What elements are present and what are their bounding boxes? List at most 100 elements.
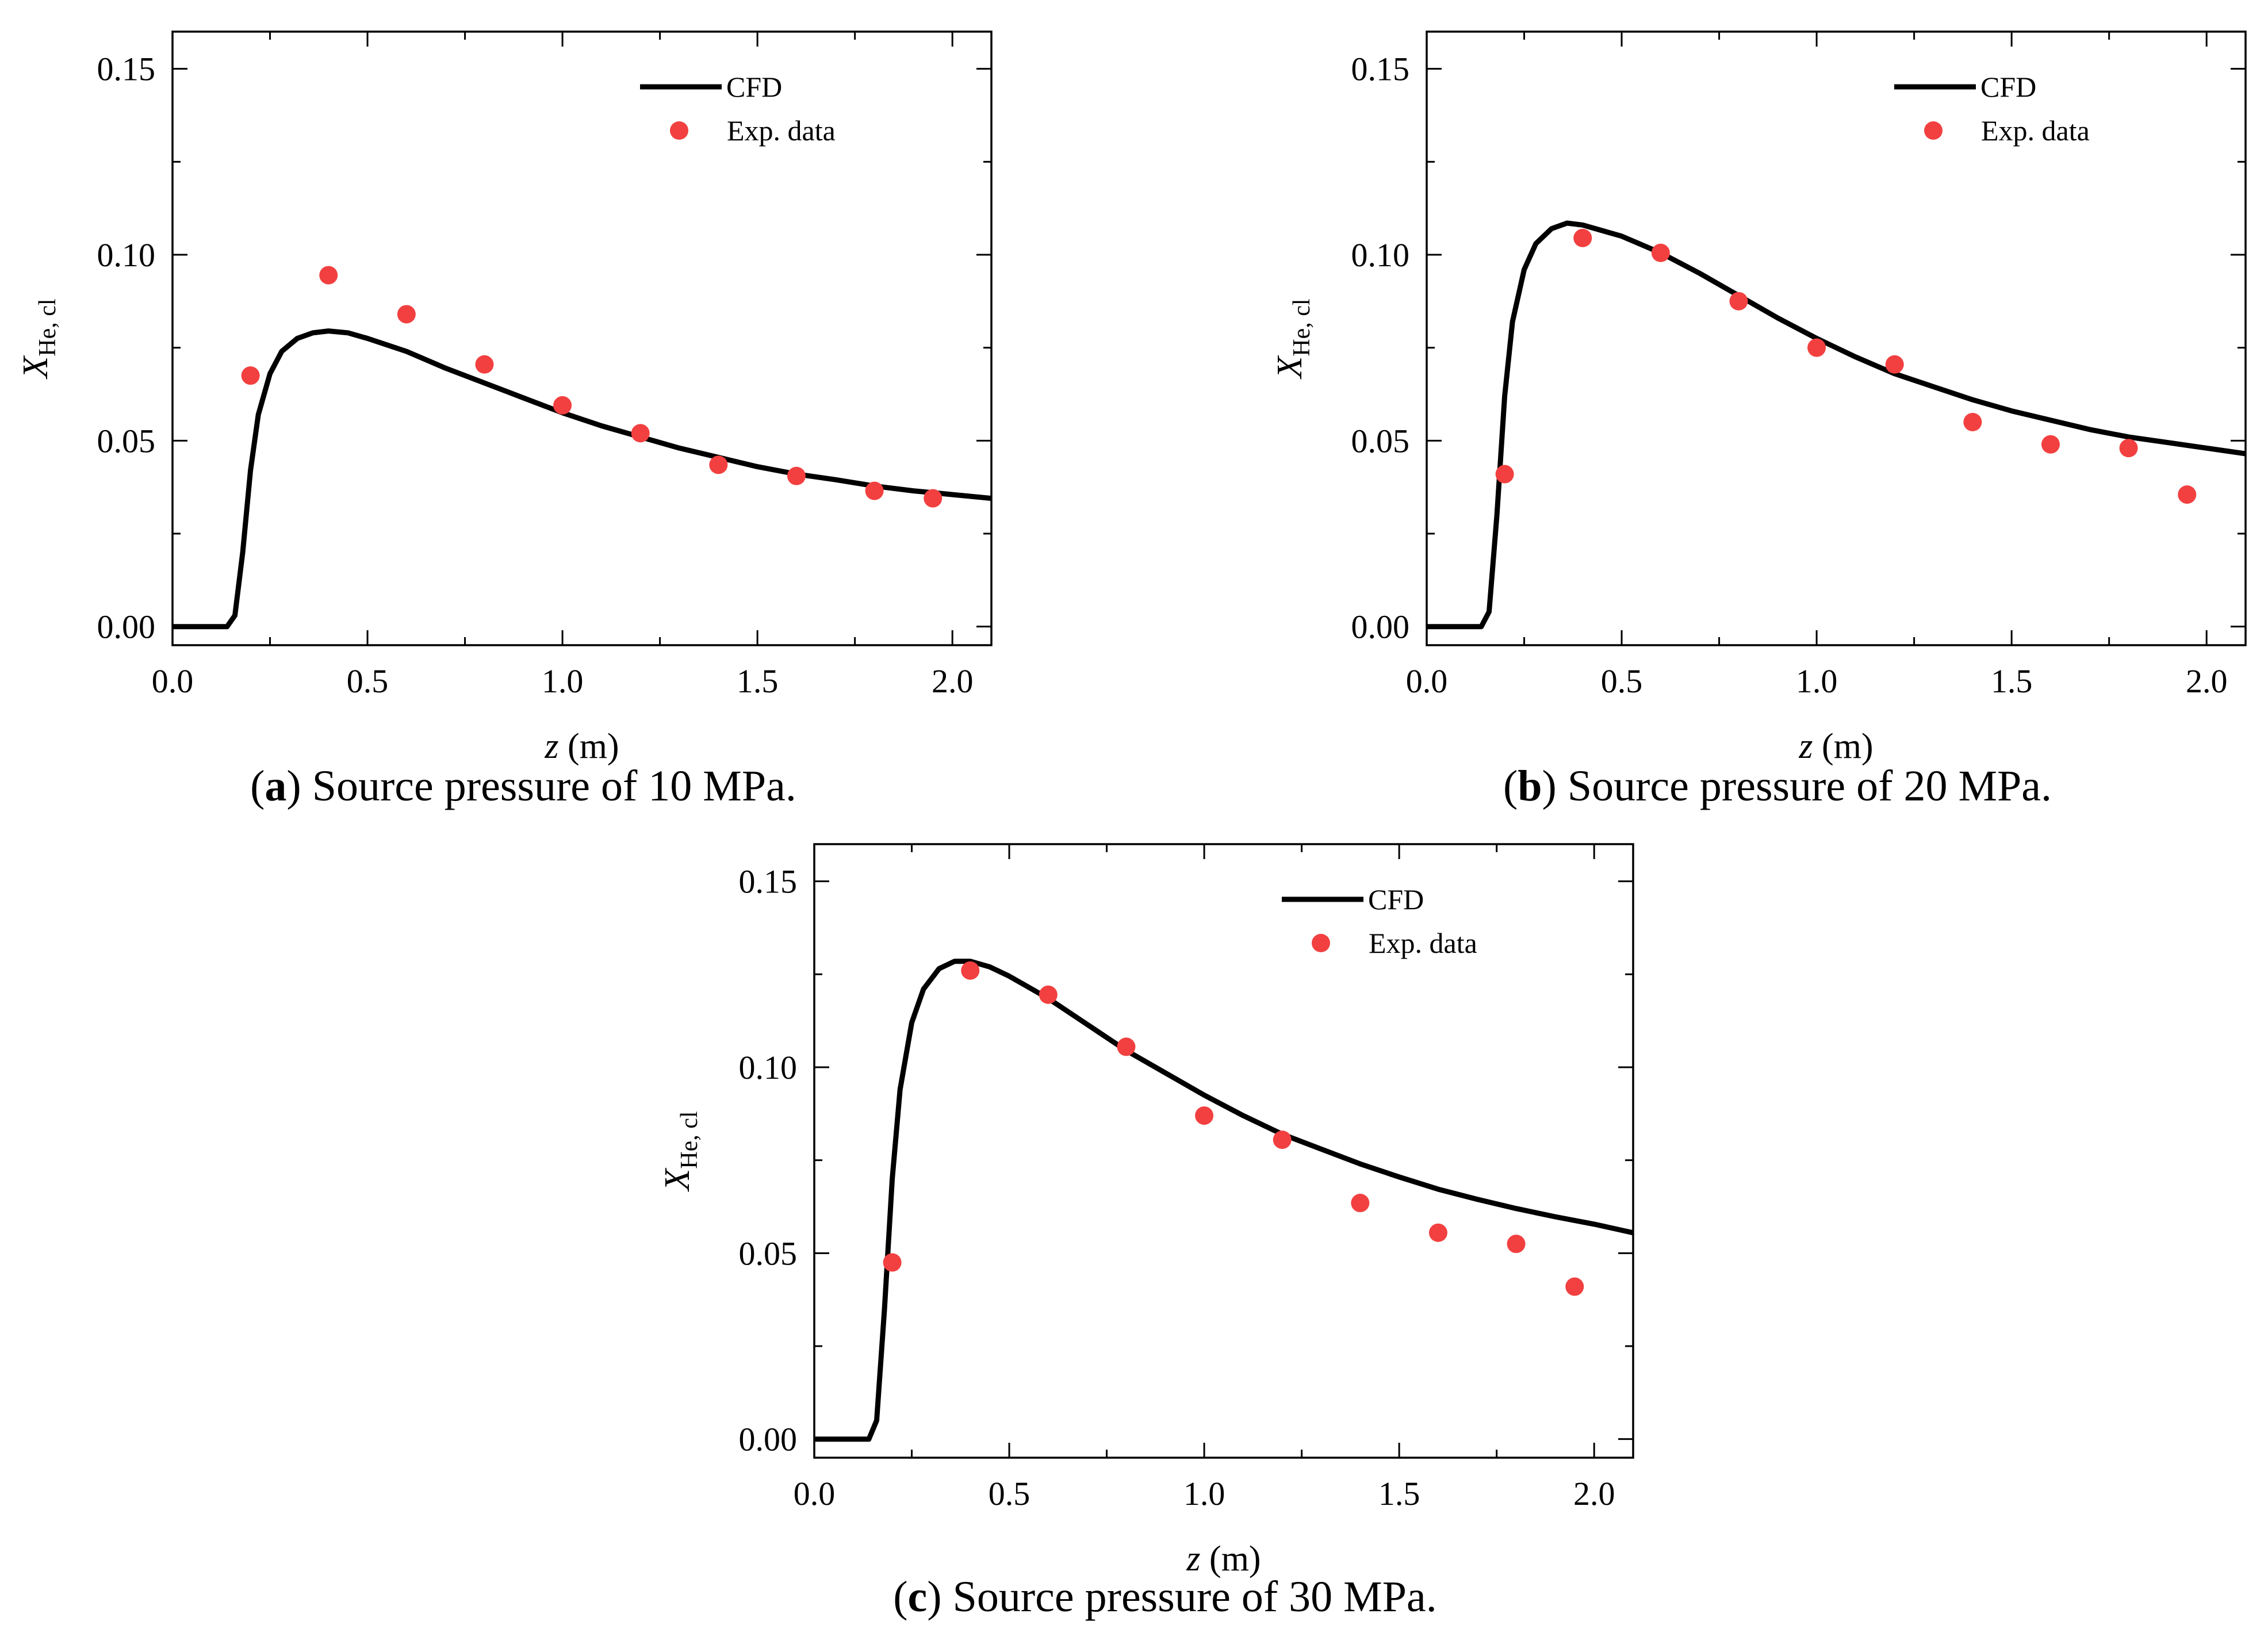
x-tick-label: 0.0 [794,1475,836,1512]
x-tick-label: 1.5 [1991,662,2033,700]
x-tick-label: 1.0 [1183,1475,1225,1512]
y-axis-label: XHe, cl [1270,298,1315,380]
legend-marker-swatch [670,121,688,140]
y-axis-label: XHe, cl [16,298,61,380]
x-tick-label: 1.5 [1378,1475,1420,1512]
cfd-line [814,959,1633,1442]
exp-data-point [397,305,416,324]
exp-data-point [1195,1106,1214,1125]
exp-data-point [1807,338,1826,357]
caption-panel-letter: b [1518,762,1542,810]
caption-close-paren: ) [286,762,312,810]
x-axis-label: z (m) [1186,1539,1261,1578]
panel-a: 0.0 0.5 1.0 1.5 2.0 0.00 0.05 0.10 0.15 z (m) XHe,… [16,30,993,810]
y-tick-label: 0.00 [97,608,156,646]
x-tick-label: 1.0 [542,662,584,700]
exp-data-point [553,396,572,415]
exp-data-point [961,961,980,980]
y-tick-label: 0.00 [739,1421,798,1458]
y-axis-subscript: He, cl [35,298,61,356]
legend-label-exp: Exp. data [727,114,836,147]
exp-data-point [1565,1277,1584,1296]
caption-open-paren: ( [1503,762,1518,810]
exp-data-point [1428,1223,1447,1242]
cfd-line [173,328,991,630]
cfd-line [1427,220,2246,630]
x-tick-label: 2.0 [2186,662,2228,700]
x-tick-label: 0.5 [989,1475,1030,1512]
caption-close-paren: ) [1542,762,1568,810]
panel-caption: (b) Source pressure of 20 MPa. [1503,762,2052,810]
exp-data-point [1885,355,1904,374]
legend-label-cfd: CFD [1980,71,2036,103]
x-axis-variable: z [1798,727,1813,766]
x-axis-unit: (m) [559,727,619,766]
plot-frame [813,843,1634,1459]
exp-data-point [787,466,806,485]
exp-data-point [883,1253,902,1272]
exp-data-point [1273,1131,1292,1149]
plot-frame [1426,30,2247,646]
y-tick-label: 0.10 [1351,236,1410,274]
y-axis-variable: X [1270,355,1309,380]
x-axis-label: z (m) [544,727,619,766]
x-tick-label: 0.5 [1601,662,1643,700]
panel-caption: (c) Source pressure of 30 MPa. [893,1573,1437,1621]
caption-text: Source pressure of 30 MPa. [953,1573,1437,1621]
caption-text: Source pressure of 10 MPa. [312,762,796,810]
caption-panel-letter: a [265,762,286,810]
x-tick-label: 0.0 [1406,662,1448,700]
legend-label-cfd: CFD [1368,883,1424,915]
y-tick-label: 0.10 [97,236,156,274]
x-tick-label: 2.0 [932,662,974,700]
y-tick-label: 0.05 [1351,422,1410,459]
caption-open-paren: ( [893,1573,907,1621]
exp-data-point [1351,1194,1370,1213]
exp-data-point [1963,413,1982,431]
x-tick-label: 1.0 [1796,662,1838,700]
exp-data-point [924,489,943,508]
exp-data-point [865,481,884,500]
exp-data-point [2119,439,2138,458]
y-axis-variable: X [658,1168,697,1193]
exp-data-point [1651,243,1670,262]
plot-frame [171,30,993,646]
exp-data-point [1573,228,1592,247]
exp-data-point [1507,1235,1526,1254]
caption-open-paren: ( [250,762,265,810]
x-axis-variable: z [544,727,558,766]
caption-text: Source pressure of 20 MPa. [1568,762,2052,810]
y-tick-label: 0.15 [739,863,798,900]
x-tick-label: 0.0 [152,662,194,700]
y-tick-label: 0.10 [739,1049,798,1086]
x-tick-label: 1.5 [737,662,779,700]
panel-caption: (a) Source pressure of 10 MPa. [250,762,796,810]
exp-data-point [1117,1037,1136,1056]
x-tick-label: 0.5 [347,662,389,700]
exp-data-point [319,266,338,285]
x-axis-variable: z [1186,1539,1200,1578]
y-tick-label: 0.15 [97,51,156,88]
legend-label-exp: Exp. data [1369,927,1477,959]
exp-data-point [475,355,494,374]
caption-close-paren: ) [927,1573,952,1621]
panel-b: 0.0 0.5 1.0 1.5 2.0 0.00 0.05 0.10 0.15 z (m) XHe,… [1270,30,2247,810]
y-tick-label: 0.05 [97,422,156,459]
x-tick-label: 2.0 [1573,1475,1615,1512]
y-axis-subscript: He, cl [1289,298,1315,356]
exp-data-point [241,366,260,385]
exp-data-point [631,424,650,443]
y-tick-label: 0.00 [1351,608,1410,646]
exp-data-point [2178,485,2197,504]
exp-data-point [1495,465,1514,484]
panel-c: 0.0 0.5 1.0 1.5 2.0 0.00 0.05 0.10 0.15 z (m) XHe,… [658,843,1634,1621]
y-tick-label: 0.15 [1351,51,1410,88]
legend-marker-swatch [1924,121,1943,140]
caption-panel-letter: c [908,1573,928,1621]
exp-data-point [709,455,728,474]
legend-label-cfd: CFD [726,71,782,103]
x-axis-label: z (m) [1798,727,1873,766]
exp-data-point [1039,985,1058,1004]
y-axis-label: XHe, cl [658,1111,703,1192]
legend-label-exp: Exp. data [1981,114,2090,147]
